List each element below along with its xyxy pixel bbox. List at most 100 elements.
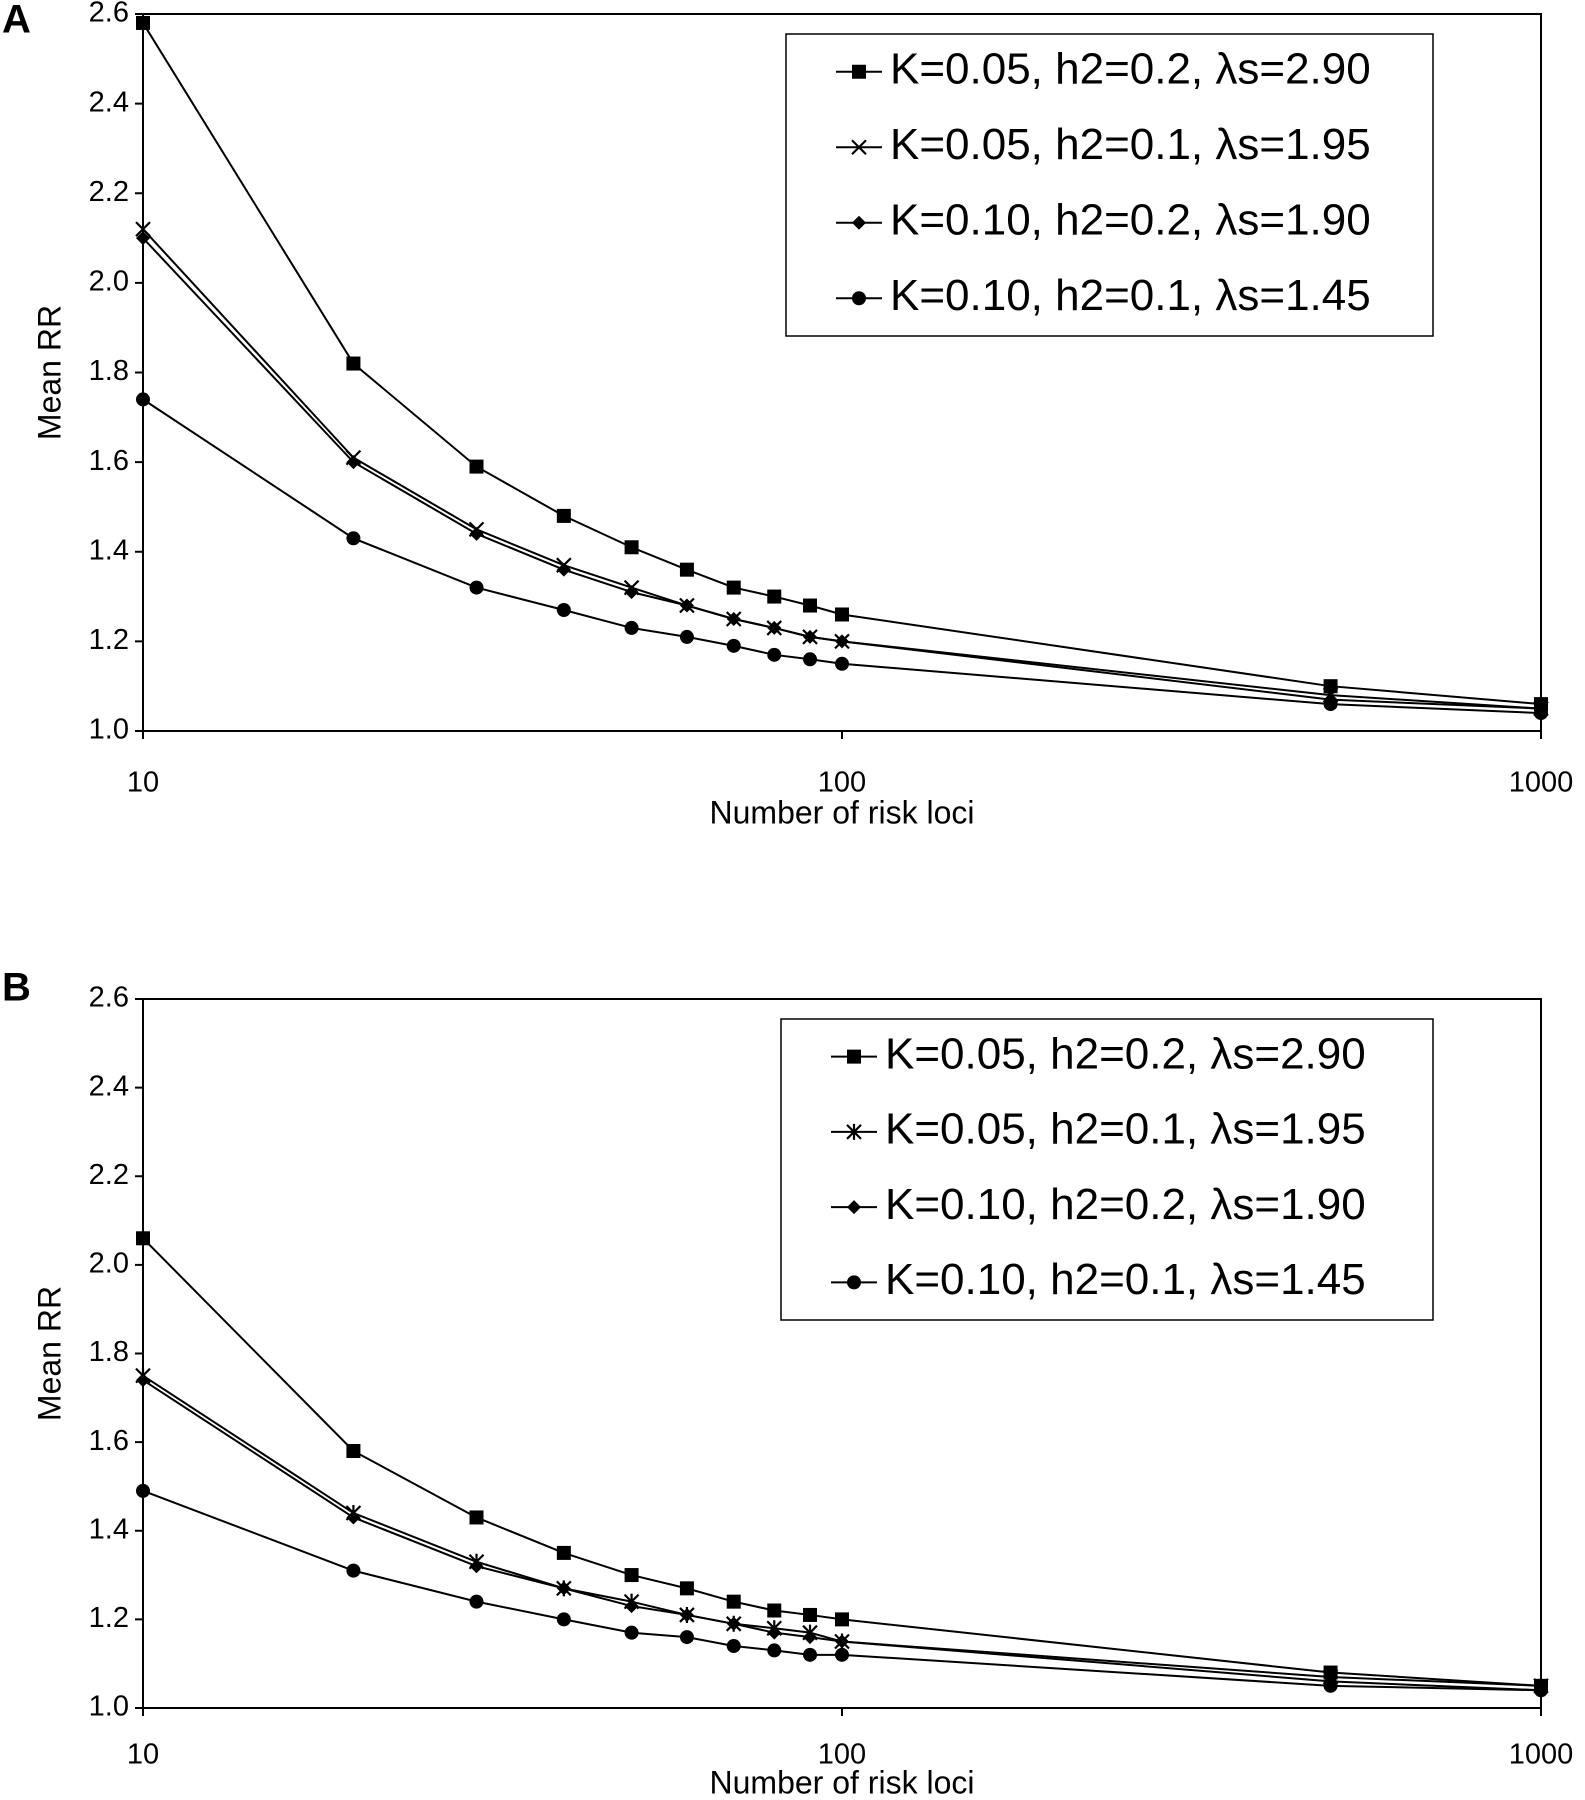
- data-point: [469, 1510, 484, 1525]
- data-point: [1323, 697, 1338, 712]
- data-point: [679, 629, 694, 644]
- data-point: [726, 1616, 741, 1631]
- marker-shape: [1534, 706, 1548, 721]
- data-point: [726, 1638, 741, 1653]
- legend-label: K=0.05, h2=0.1, λs=1.95: [890, 120, 1371, 169]
- data-point: [346, 356, 361, 371]
- data-point: [469, 1559, 484, 1574]
- marker-shape: [346, 1563, 361, 1578]
- marker-shape: [469, 526, 484, 541]
- legend-label: K=0.05, h2=0.2, λs=2.90: [890, 44, 1371, 93]
- legend-marker: [847, 1275, 861, 1290]
- data-point: [136, 392, 150, 407]
- marker-shape: [624, 540, 639, 555]
- marker-shape: [624, 1568, 639, 1583]
- data-point: [803, 598, 818, 613]
- marker-shape: [346, 531, 361, 546]
- marker-shape: [679, 562, 694, 577]
- marker-shape: [835, 1647, 849, 1662]
- marker-shape: [346, 356, 361, 371]
- marker-shape: [852, 291, 866, 306]
- marker-shape: [136, 15, 150, 30]
- marker-shape: [726, 638, 741, 653]
- y-tick-label: 1.2: [89, 1602, 129, 1634]
- y-tick-label: 2.6: [89, 982, 129, 1014]
- panel-label: B: [2, 966, 31, 1010]
- data-point: [679, 1630, 694, 1645]
- x-tick-label: 100: [818, 1739, 866, 1771]
- marker-shape: [803, 1647, 818, 1662]
- marker-shape: [1323, 697, 1338, 712]
- marker-shape: [847, 1275, 861, 1290]
- y-tick-label: 2.0: [89, 266, 129, 298]
- marker-shape: [679, 598, 694, 613]
- y-tick-label: 2.2: [89, 1159, 129, 1191]
- marker-shape: [835, 1612, 849, 1627]
- y-tick-label: 2.2: [89, 176, 129, 208]
- marker-shape: [767, 620, 782, 635]
- marker-shape: [803, 652, 818, 667]
- marker-shape: [847, 1049, 861, 1064]
- marker-shape: [852, 215, 866, 230]
- legend-label: K=0.10, h2=0.2, λs=1.90: [890, 195, 1371, 244]
- data-point: [624, 620, 639, 635]
- marker-shape: [346, 455, 361, 470]
- marker-shape: [624, 620, 639, 635]
- marker-shape: [1534, 1683, 1548, 1698]
- marker-shape: [767, 1643, 782, 1658]
- legend-marker: [852, 291, 866, 306]
- marker-shape: [346, 1510, 361, 1525]
- legend-marker: [847, 1049, 861, 1064]
- data-point: [726, 611, 741, 626]
- data-point: [136, 231, 150, 246]
- data-point: [767, 1603, 782, 1618]
- marker-shape: [135, 221, 151, 237]
- y-axis-title: Mean RR: [31, 305, 67, 440]
- data-point: [726, 1594, 741, 1609]
- marker-shape: [847, 1200, 861, 1215]
- data-point: [835, 1612, 849, 1627]
- data-point: [835, 1647, 849, 1662]
- y-tick-label: 1.0: [89, 1691, 129, 1723]
- marker-shape: [469, 459, 484, 474]
- marker-shape: [136, 1231, 150, 1246]
- data-point: [835, 1634, 849, 1649]
- marker-shape: [767, 1603, 782, 1618]
- marker-shape: [624, 585, 639, 600]
- marker-shape: [469, 1559, 484, 1574]
- data-point: [835, 634, 849, 649]
- data-point: [624, 585, 639, 600]
- marker-shape: [726, 611, 741, 626]
- marker-shape: [136, 1373, 150, 1388]
- data-point: [767, 1625, 782, 1640]
- data-point: [679, 1607, 694, 1622]
- y-tick-label: 2.4: [89, 86, 129, 118]
- marker-shape: [852, 64, 866, 79]
- marker-shape: [346, 1443, 361, 1458]
- data-point: [556, 1581, 571, 1596]
- series-line: [142, 1237, 1542, 1687]
- marker-shape: [469, 580, 484, 595]
- data-point: [346, 531, 361, 546]
- marker-shape: [679, 1630, 694, 1645]
- legend-marker: [847, 1200, 861, 1215]
- data-point: [803, 652, 818, 667]
- data-point: [803, 1630, 818, 1645]
- legend-marker: [852, 215, 866, 230]
- marker-shape: [556, 562, 571, 577]
- y-tick-label: 1.8: [89, 355, 129, 387]
- marker-shape: [556, 1612, 571, 1627]
- legend-label: K=0.05, h2=0.1, λs=1.95: [885, 1105, 1366, 1154]
- marker-shape: [803, 1607, 818, 1622]
- data-point: [767, 1643, 782, 1658]
- x-tick-label: 10: [127, 1739, 159, 1771]
- series-line: [142, 1379, 1542, 1692]
- y-tick-label: 1.2: [89, 624, 129, 656]
- marker-shape: [726, 1638, 741, 1653]
- marker-shape: [767, 647, 782, 662]
- legend-label: K=0.10, h2=0.2, λs=1.90: [885, 1180, 1366, 1229]
- legend-marker: [851, 139, 867, 156]
- data-point: [835, 607, 849, 622]
- x-tick-label: 10: [127, 767, 159, 799]
- marker-shape: [803, 629, 818, 644]
